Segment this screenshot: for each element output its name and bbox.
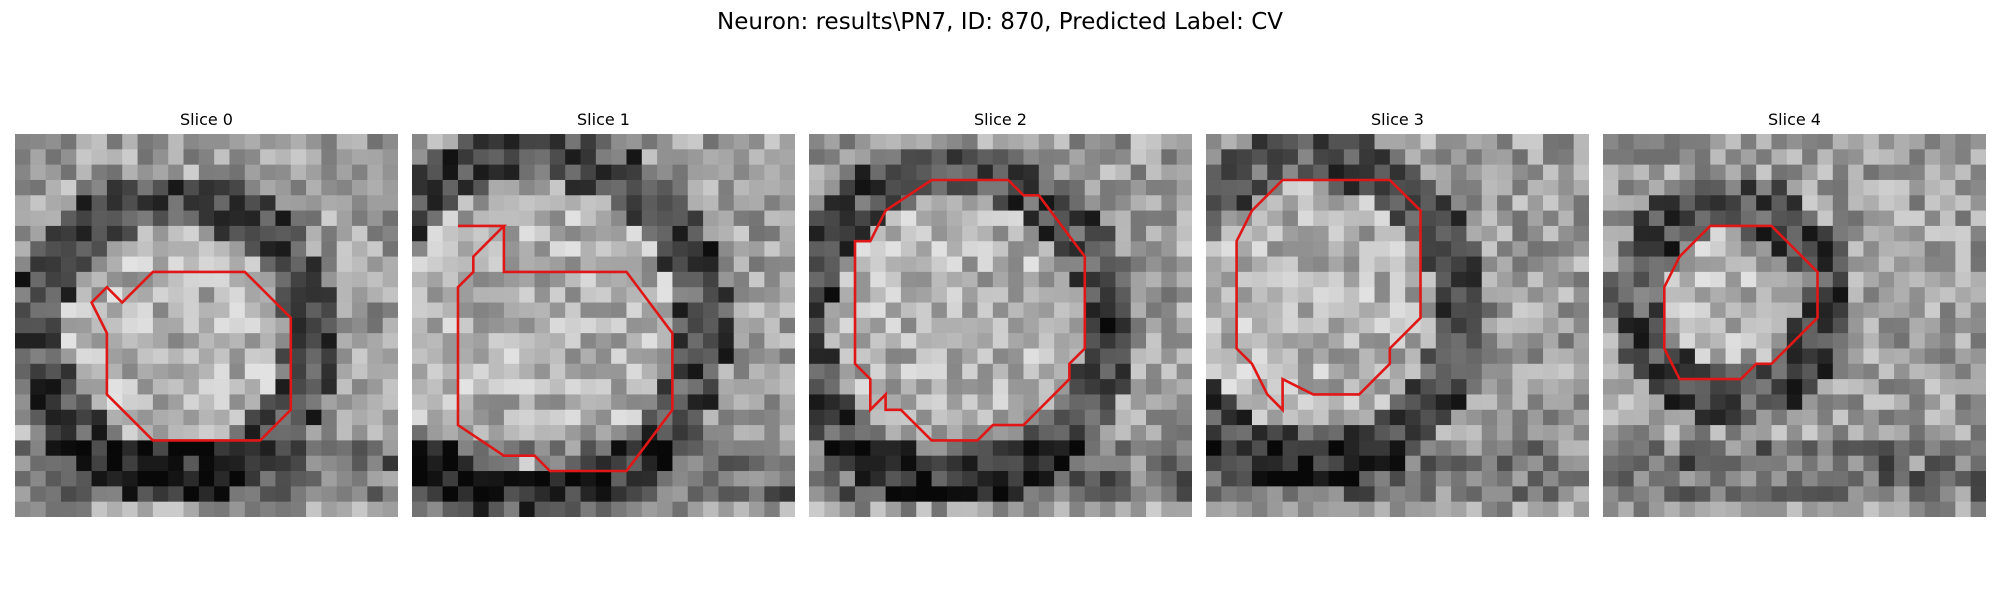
slice-panel-4: Slice 4 bbox=[1603, 110, 1986, 517]
slice-image bbox=[1206, 134, 1589, 517]
figure-title: Neuron: results\PN7, ID: 870, Predicted … bbox=[717, 9, 1283, 35]
contour-outline bbox=[456, 224, 674, 473]
slice-panel-3: Slice 3 bbox=[1206, 110, 1589, 517]
pixel-grid bbox=[1603, 134, 1986, 517]
pixel-grid bbox=[1206, 134, 1589, 517]
contour-outline bbox=[1235, 178, 1422, 413]
slice-panel-1: Slice 1 bbox=[412, 110, 795, 517]
contour-outline bbox=[1662, 224, 1819, 381]
contour-outline bbox=[853, 178, 1087, 442]
slice-title: Slice 2 bbox=[974, 110, 1027, 129]
slice-panel-0: Slice 0 bbox=[15, 110, 398, 517]
slice-title: Slice 4 bbox=[1768, 110, 1821, 129]
pixel-grid bbox=[809, 134, 1192, 517]
pixel-grid bbox=[15, 134, 398, 517]
slice-image bbox=[412, 134, 795, 517]
slice-panel-2: Slice 2 bbox=[809, 110, 1192, 517]
slice-title: Slice 0 bbox=[180, 110, 233, 129]
slice-title: Slice 1 bbox=[577, 110, 630, 129]
slice-image bbox=[15, 134, 398, 517]
slice-image bbox=[1603, 134, 1986, 517]
contour-outline bbox=[90, 270, 293, 442]
slice-title: Slice 3 bbox=[1371, 110, 1424, 129]
slice-image bbox=[809, 134, 1192, 517]
pixel-grid bbox=[412, 134, 795, 517]
